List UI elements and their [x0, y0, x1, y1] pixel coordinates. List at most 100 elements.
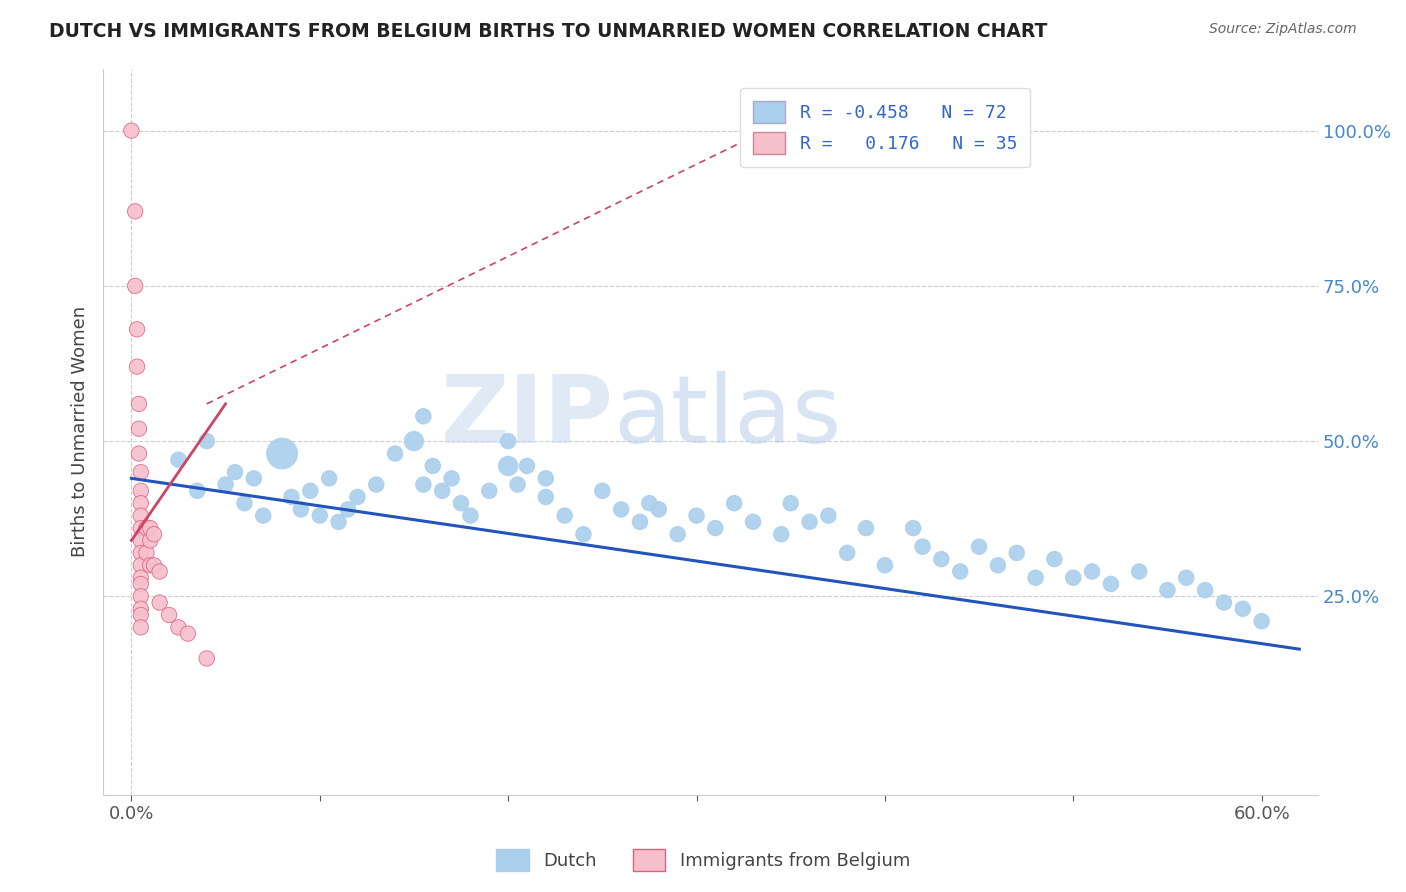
Point: [967, 540, 990, 554]
Legend: R = -0.458   N = 72, R =   0.176   N = 35: R = -0.458 N = 72, R = 0.176 N = 35: [740, 88, 1029, 167]
Point: [837, 546, 859, 560]
Point: [128, 446, 150, 460]
Point: [496, 434, 519, 449]
Point: [149, 596, 172, 610]
Point: [1175, 571, 1198, 585]
Point: [402, 434, 425, 449]
Point: [628, 515, 651, 529]
Point: [139, 533, 162, 548]
Point: [328, 515, 350, 529]
Point: [280, 490, 302, 504]
Point: [139, 558, 162, 573]
Point: [1250, 614, 1272, 628]
Point: [496, 458, 519, 473]
Point: [1156, 583, 1178, 598]
Point: [450, 496, 472, 510]
Point: [214, 477, 236, 491]
Point: [931, 552, 953, 566]
Point: [125, 359, 148, 374]
Point: [167, 620, 190, 634]
Point: [157, 607, 180, 622]
Point: [129, 571, 152, 585]
Point: [129, 590, 152, 604]
Point: [1128, 565, 1150, 579]
Point: [290, 502, 312, 516]
Point: [243, 471, 266, 485]
Point: [901, 521, 924, 535]
Point: [149, 565, 172, 579]
Point: [124, 204, 146, 219]
Point: [1232, 601, 1254, 615]
Point: [1213, 596, 1236, 610]
Text: ZIP: ZIP: [440, 371, 613, 463]
Point: [817, 508, 839, 523]
Point: [252, 508, 274, 523]
Point: [135, 546, 157, 560]
Point: [412, 409, 434, 424]
Point: [129, 558, 152, 573]
Point: [143, 558, 166, 573]
Point: [412, 477, 434, 491]
Point: [1062, 571, 1084, 585]
Point: [318, 471, 340, 485]
Point: [186, 483, 208, 498]
Point: [648, 502, 671, 516]
Point: [704, 521, 727, 535]
Point: [233, 496, 256, 510]
Point: [534, 490, 557, 504]
Point: [128, 422, 150, 436]
Point: [129, 607, 152, 622]
Legend: Dutch, Immigrants from Belgium: Dutch, Immigrants from Belgium: [489, 842, 917, 879]
Point: [742, 515, 765, 529]
Point: [128, 397, 150, 411]
Point: [770, 527, 793, 541]
Point: [873, 558, 896, 573]
Point: [516, 458, 538, 473]
Y-axis label: Births to Unmarried Women: Births to Unmarried Women: [72, 306, 89, 558]
Point: [129, 546, 152, 560]
Point: [1005, 546, 1028, 560]
Point: [135, 521, 157, 535]
Point: [224, 465, 246, 479]
Point: [125, 322, 148, 336]
Point: [432, 483, 454, 498]
Point: [129, 620, 152, 634]
Point: [129, 521, 152, 535]
Point: [440, 471, 463, 485]
Point: [195, 651, 218, 665]
Point: [308, 508, 330, 523]
Point: [1099, 577, 1122, 591]
Point: [911, 540, 934, 554]
Point: [337, 502, 360, 516]
Point: [129, 533, 152, 548]
Point: [195, 434, 218, 449]
Point: [1025, 571, 1047, 585]
Point: [779, 496, 801, 510]
Point: [346, 490, 368, 504]
Point: [949, 565, 972, 579]
Point: [271, 446, 294, 460]
Point: [610, 502, 633, 516]
Point: [366, 477, 388, 491]
Point: [987, 558, 1010, 573]
Point: [129, 601, 152, 615]
Point: [167, 452, 190, 467]
Point: [139, 521, 162, 535]
Point: [129, 508, 152, 523]
Point: [129, 483, 152, 498]
Point: [799, 515, 821, 529]
Point: [299, 483, 322, 498]
Text: atlas: atlas: [613, 371, 842, 463]
Point: [384, 446, 406, 460]
Point: [506, 477, 529, 491]
Point: [177, 626, 200, 640]
Text: DUTCH VS IMMIGRANTS FROM BELGIUM BIRTHS TO UNMARRIED WOMEN CORRELATION CHART: DUTCH VS IMMIGRANTS FROM BELGIUM BIRTHS …: [49, 22, 1047, 41]
Point: [638, 496, 661, 510]
Point: [572, 527, 595, 541]
Point: [143, 527, 166, 541]
Point: [685, 508, 707, 523]
Point: [855, 521, 877, 535]
Point: [124, 278, 146, 293]
Point: [1043, 552, 1066, 566]
Point: [534, 471, 557, 485]
